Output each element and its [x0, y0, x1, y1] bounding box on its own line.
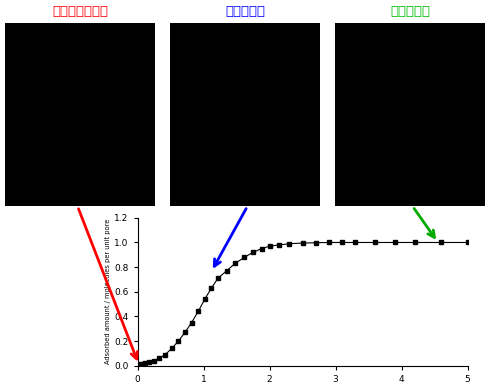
Text: 飽和吸着相: 飽和吸着相	[390, 5, 430, 18]
Text: 吸着中間相: 吸着中間相	[225, 5, 265, 18]
Y-axis label: Adsorbed amount / molecules per unit pore: Adsorbed amount / molecules per unit por…	[106, 219, 112, 364]
Text: ゲスト分子なし: ゲスト分子なし	[52, 5, 108, 18]
